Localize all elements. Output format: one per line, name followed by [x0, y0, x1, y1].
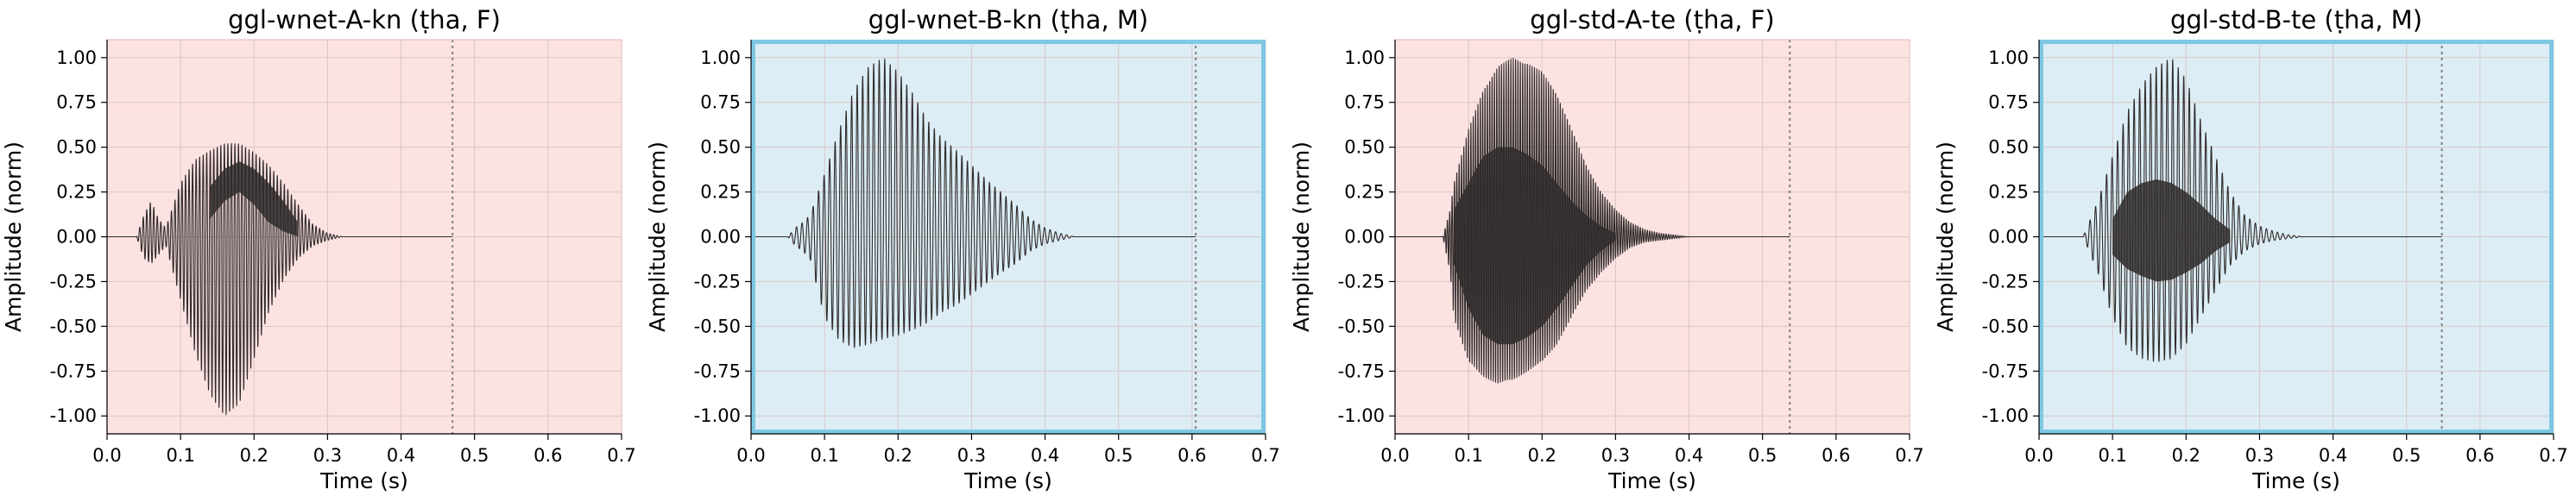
x-tick-label: 0.2 [2172, 445, 2200, 466]
y-tick-label: -0.25 [694, 271, 741, 292]
y-tick-label: -0.75 [50, 361, 97, 381]
y-tick-label: -0.50 [1338, 316, 1385, 336]
x-axis-label: Time (s) [963, 468, 1052, 493]
x-tick-label: 0.7 [1251, 445, 1279, 466]
x-tick-label: 0.5 [1104, 445, 1133, 466]
chart-panel-1: 0.0 0.1 0.2 0.3 0.4 0.5 0.6 0.7 1.00 0.75 0.50 0.25… [1, 5, 636, 493]
x-axis-label: Time (s) [1607, 468, 1696, 493]
highlight-border [2039, 40, 2554, 434]
y-tick-label: -1.00 [1982, 405, 2029, 426]
x-tick-label: 0.7 [1895, 445, 1923, 466]
chart-panel-2: 0.0 0.1 0.2 0.3 0.4 0.5 0.6 0.7 1.00 0.75 0.50 0.25… [645, 5, 1280, 493]
x-tick-label: 0.2 [1528, 445, 1556, 466]
y-tick-label: -1.00 [50, 405, 97, 426]
y-tick-label: -0.50 [50, 316, 97, 336]
y-tick-label: 0.00 [1344, 227, 1385, 248]
x-tick-label: 0.0 [2024, 445, 2053, 466]
chart-panel-4: 0.0 0.1 0.2 0.3 0.4 0.5 0.6 0.7 1.00 0.75 0.50 0.25… [1933, 5, 2568, 493]
y-tick-label: 0.25 [1344, 182, 1385, 203]
x-tick-label: 0.1 [166, 445, 194, 466]
x-tick-label: 0.6 [1178, 445, 1206, 466]
y-tick-label: -0.25 [1982, 271, 2029, 292]
y-tick-label: 0.75 [56, 92, 97, 113]
y-tick-label: -0.50 [1982, 316, 2029, 336]
y-tick-label: 0.00 [1988, 227, 2029, 248]
highlight-border [751, 40, 1266, 434]
y-axis-label: Amplitude (norm) [1289, 141, 1314, 332]
x-tick-label: 0.5 [2392, 445, 2421, 466]
x-tick-label: 0.1 [1454, 445, 1482, 466]
x-tick-label: 0.3 [957, 445, 986, 466]
x-tick-label: 0.4 [2319, 445, 2347, 466]
chart-title: ggl-wnet-A-kn (ṭha, F) [228, 5, 501, 35]
y-tick-label: 1.00 [56, 47, 97, 68]
y-tick-label: 0.25 [56, 182, 97, 203]
waveform-dense-band [210, 161, 299, 237]
y-tick-label: 0.50 [1344, 137, 1385, 158]
y-tick-label: -0.75 [694, 361, 741, 381]
x-tick-label: 0.1 [2098, 445, 2126, 466]
x-tick-label: 0.2 [240, 445, 268, 466]
x-tick-label: 0.3 [2245, 445, 2274, 466]
x-tick-label: 0.0 [736, 445, 765, 466]
y-tick-label: 0.25 [1988, 182, 2029, 203]
x-axis-label: Time (s) [2251, 468, 2340, 493]
waveform-series [2038, 59, 2442, 362]
y-tick-label: -1.00 [694, 405, 741, 426]
x-tick-label: 0.5 [1748, 445, 1777, 466]
x-tick-label: 0.6 [2466, 445, 2494, 466]
waveform-dense-band [1454, 147, 1616, 345]
y-tick-label: 0.75 [1988, 92, 2029, 113]
y-tick-label: 1.00 [1988, 47, 2029, 68]
x-tick-label: 0.4 [387, 445, 415, 466]
x-tick-label: 0.0 [1380, 445, 1409, 466]
waveform-series [106, 142, 453, 416]
y-tick-label: -0.25 [1338, 271, 1385, 292]
y-tick-label: -1.00 [1338, 405, 1385, 426]
x-axis-label: Time (s) [319, 468, 408, 493]
x-tick-label: 0.6 [534, 445, 562, 466]
y-tick-label: -0.25 [50, 271, 97, 292]
waveform-series [750, 58, 1196, 348]
x-tick-label: 0.4 [1031, 445, 1059, 466]
y-tick-label: 0.75 [1344, 92, 1385, 113]
y-tick-label: 1.00 [1344, 47, 1385, 68]
waveform-dense-band [2112, 179, 2231, 282]
x-tick-label: 0.0 [92, 445, 121, 466]
x-tick-label: 0.3 [313, 445, 342, 466]
x-tick-label: 0.1 [810, 445, 838, 466]
chart-title: ggl-std-B-te (ṭha, M) [2170, 5, 2422, 35]
y-axis-label: Amplitude (norm) [1933, 141, 1958, 332]
x-tick-label: 0.5 [460, 445, 489, 466]
chart-title: ggl-std-A-te (ṭha, F) [1530, 5, 1774, 35]
chart-title: ggl-wnet-B-kn (ṭha, M) [868, 5, 1148, 35]
x-tick-label: 0.6 [1822, 445, 1850, 466]
y-tick-label: -0.75 [1982, 361, 2029, 381]
y-tick-label: 0.50 [1988, 137, 2029, 158]
y-tick-label: 0.00 [56, 227, 97, 248]
y-tick-label: 0.00 [700, 227, 741, 248]
x-tick-label: 0.2 [884, 445, 912, 466]
y-tick-label: 0.50 [700, 137, 741, 158]
y-axis-label: Amplitude (norm) [1, 141, 26, 332]
x-tick-label: 0.4 [1675, 445, 1703, 466]
chart-panel-3: 0.0 0.1 0.2 0.3 0.4 0.5 0.6 0.7 1.00 0.75 0.50 0.25… [1289, 5, 1924, 493]
y-tick-label: 0.75 [700, 92, 741, 113]
x-tick-label: 0.7 [607, 445, 635, 466]
y-tick-label: -0.75 [1338, 361, 1385, 381]
y-tick-label: 1.00 [700, 47, 741, 68]
y-tick-label: 0.50 [56, 137, 97, 158]
y-tick-label: -0.50 [694, 316, 741, 336]
x-tick-label: 0.3 [1601, 445, 1630, 466]
y-tick-label: 0.25 [700, 182, 741, 203]
x-tick-label: 0.7 [2539, 445, 2567, 466]
y-axis-label: Amplitude (norm) [645, 141, 670, 332]
